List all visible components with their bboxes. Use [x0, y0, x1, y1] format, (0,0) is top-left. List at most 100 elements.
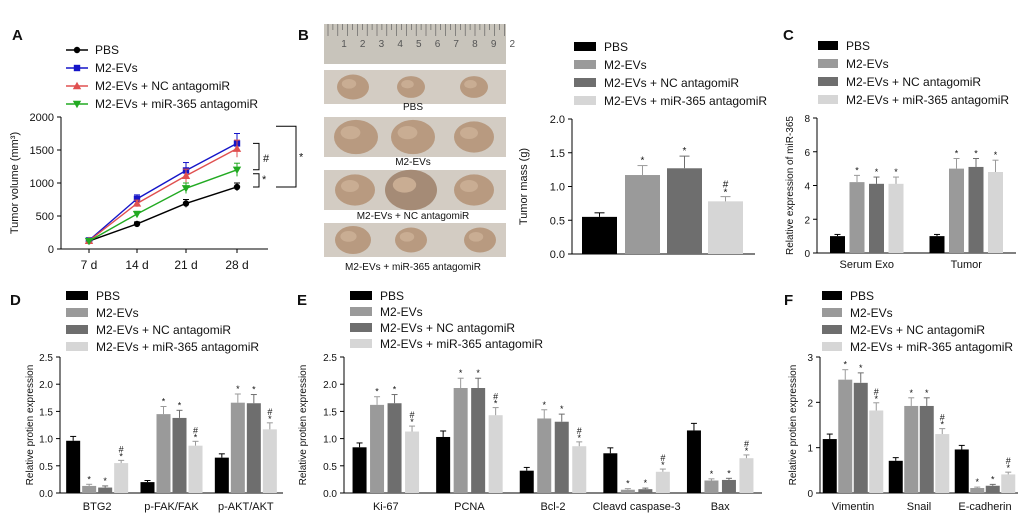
legend-label: PBS	[380, 289, 404, 303]
point-marker	[72, 100, 82, 109]
x-tick-label: Cleavd caspase-3	[593, 501, 681, 513]
significance-mark: *	[975, 477, 979, 487]
bar	[919, 405, 934, 493]
series-line	[88, 186, 238, 242]
significance-mark: *	[178, 400, 182, 410]
y-tick-label: 1.5	[39, 407, 53, 418]
bar	[214, 457, 229, 493]
y-tick-label: 1	[807, 444, 813, 455]
tumor-highlight	[401, 80, 414, 89]
legend-swatch	[350, 339, 372, 348]
y-tick-label: 2.5	[323, 353, 337, 364]
significance-mark: #	[267, 407, 272, 417]
x-tick-label: Tumor	[951, 259, 983, 271]
bar	[453, 388, 468, 493]
tumor-highlight	[341, 180, 359, 192]
legend-swatch	[574, 78, 596, 87]
photo-caption: PBS	[403, 102, 423, 113]
y-tick-label: 2.0	[323, 380, 337, 391]
bar	[822, 439, 837, 493]
legend-label: M2-EVs	[380, 305, 423, 319]
legend-label: M2-EVs + NC antagomiR	[380, 321, 515, 335]
y-tick-label: 0.5	[550, 215, 565, 227]
tumor-highlight	[399, 232, 415, 242]
bar	[436, 436, 451, 493]
point-marker	[73, 46, 81, 54]
bar	[188, 445, 203, 493]
y-tick-label: 0.5	[39, 462, 53, 473]
series-line	[88, 142, 238, 241]
x-tick-label: Ki-67	[373, 501, 399, 513]
panel-letter-A: A	[12, 27, 23, 44]
legend-label: M2-EVs	[846, 57, 889, 71]
significance-mark: #	[660, 453, 665, 463]
ruler-strip	[324, 24, 506, 64]
bar	[405, 431, 420, 493]
bar	[66, 440, 81, 493]
significance-mark: *	[162, 397, 166, 407]
ruler-number: 2	[360, 39, 366, 50]
tumor-highlight	[460, 180, 478, 192]
y-tick-label: 500	[36, 211, 54, 223]
significance-mark: *	[724, 188, 728, 199]
x-tick-label: 14 d	[125, 258, 148, 272]
y-axis-label: Relative protien expression	[298, 365, 309, 486]
legend-label: PBS	[846, 39, 870, 53]
legend-swatch	[66, 308, 88, 317]
legend-swatch	[822, 342, 842, 351]
bar	[554, 421, 569, 493]
bar	[471, 388, 486, 493]
y-tick-label: 1500	[30, 145, 54, 157]
significance-mark: *	[476, 368, 480, 378]
legend-label: M2-EVs + miR-365 antagomiR	[604, 94, 767, 108]
bar	[708, 201, 743, 254]
tumor-highlight	[397, 126, 418, 140]
significance-mark: *	[87, 474, 91, 484]
y-tick-label: 2.5	[39, 353, 53, 364]
bar	[262, 429, 277, 493]
point-marker	[182, 200, 190, 207]
significance-mark: *	[262, 174, 267, 186]
bar	[114, 463, 129, 493]
x-tick-label: PCNA	[454, 501, 485, 513]
bar	[888, 460, 903, 493]
bar	[667, 168, 702, 254]
bar	[655, 471, 670, 493]
photo-caption: M2-EVs	[395, 157, 431, 168]
significance-mark: *	[268, 414, 272, 424]
significance-mark: #	[119, 444, 124, 454]
tumor-highlight	[340, 231, 357, 242]
tumor-highlight	[468, 232, 484, 242]
bar	[739, 458, 754, 493]
point-marker	[232, 166, 242, 174]
significance-mark: *	[940, 420, 944, 430]
significance-mark: *	[252, 385, 256, 395]
y-tick-label: 6	[804, 148, 810, 159]
legend-label: PBS	[604, 40, 628, 54]
significance-mark: *	[459, 368, 463, 378]
ruler-number: 6	[435, 39, 441, 50]
point-marker	[232, 144, 242, 152]
significance-mark: *	[661, 460, 665, 470]
x-tick-label: Serum Exo	[840, 259, 894, 271]
significance-mark: *	[560, 404, 564, 414]
x-tick-label: p-FAK/FAK	[144, 501, 199, 513]
bar	[888, 183, 904, 253]
legend-label: M2-EVs + NC antagomiR	[604, 76, 739, 90]
bar	[387, 403, 402, 493]
point-marker	[233, 183, 241, 191]
legend-label: PBS	[96, 289, 120, 303]
bar	[603, 453, 618, 493]
point-marker	[132, 199, 142, 207]
tumor-highlight	[392, 177, 417, 193]
bar	[625, 175, 660, 254]
significance-mark: *	[410, 417, 414, 427]
legend-swatch	[818, 95, 838, 104]
legend-swatch	[66, 342, 88, 351]
significance-mark: *	[859, 363, 863, 373]
significance-mark: *	[874, 394, 878, 404]
significance-mark: #	[723, 180, 729, 191]
x-tick-label: 7 d	[81, 258, 98, 272]
